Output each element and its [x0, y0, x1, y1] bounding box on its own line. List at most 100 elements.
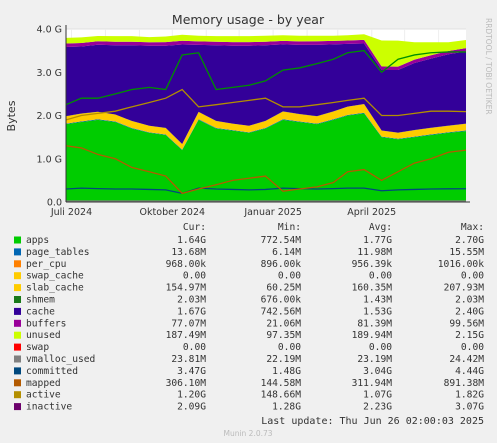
x-tick-label: Oktober 2024 — [140, 207, 206, 218]
stacked-areas — [66, 34, 466, 202]
legend-value-min: 22.19M — [266, 354, 301, 365]
x-tick-label: Juli 2024 — [50, 207, 92, 218]
legend-value-min: 97.35M — [266, 330, 301, 341]
legend-value-max: 1.82G — [455, 390, 484, 401]
legend-value-min: 0.00 — [278, 342, 301, 353]
legend-name: page_tables — [26, 247, 90, 258]
legend-value-min: 148.66M — [261, 390, 302, 401]
legend-swatch — [14, 355, 21, 363]
legend-value-avg: 1.43M — [363, 295, 392, 306]
legend-value-max: 0.00 — [461, 271, 484, 282]
axes: 0.0 1.0 G 2.0 G 3.0 G 4.0 G Juli 2024 Oktober … — [37, 25, 470, 218]
legend-swatch — [14, 403, 21, 411]
legend-value-max: 99.56M — [449, 318, 484, 329]
legend-value-cur: 0.00 — [183, 271, 206, 282]
y-tick-label: 4.0 G — [37, 25, 63, 36]
legend-value-avg: 11.98M — [357, 247, 392, 258]
legend-value-avg: 160.35M — [352, 283, 393, 294]
legend-value-min: 1.48G — [272, 366, 301, 377]
legend-value-cur: 13.68M — [171, 247, 206, 258]
area-buffers — [66, 39, 466, 70]
line-active — [65, 145, 467, 195]
legend-value-avg: 1.77G — [363, 235, 392, 246]
legend-name: apps — [26, 235, 49, 246]
legend-value-max: 24.42M — [449, 354, 484, 365]
legend-value-min: 144.58M — [261, 378, 302, 389]
legend-header-max: Max: — [461, 222, 484, 233]
legend-name: shmem — [26, 295, 55, 306]
legend: Cur: Min: Avg: Max: apps 1.64G 772.54M 1.77G 2.7… — [14, 222, 484, 413]
legend-value-min: 676.00k — [261, 295, 302, 306]
legend-value-avg: 0.00 — [369, 342, 392, 353]
line-mapped — [65, 187, 467, 195]
legend-swatch — [14, 236, 21, 244]
area-apps — [66, 113, 466, 202]
legend-value-max: 2.03M — [455, 295, 484, 306]
legend-value-avg: 1.53G — [363, 306, 392, 317]
legend-value-max: 1016.00k — [438, 259, 484, 270]
legend-value-cur: 1.64G — [177, 235, 206, 246]
legend-value-max: 891.38M — [444, 378, 485, 389]
legend-value-max: 2.40G — [455, 306, 484, 317]
legend-value-min: 1.28G — [272, 402, 301, 413]
legend-swatch — [14, 379, 21, 387]
y-axis-label: Bytes — [5, 100, 18, 131]
legend-value-min: 742.56M — [261, 306, 302, 317]
legend-value-max: 207.93M — [444, 283, 485, 294]
legend-name: swap — [26, 342, 49, 353]
legend-swatch — [14, 319, 21, 327]
legend-swatch — [14, 391, 21, 399]
legend-name: slab_cache — [26, 283, 84, 294]
legend-value-max: 4.44G — [455, 366, 484, 377]
legend-swatch — [14, 284, 21, 292]
y-tick-label: 3.0 G — [37, 68, 63, 79]
legend-value-cur: 1.67G — [177, 306, 206, 317]
legend-value-min: 60.25M — [266, 283, 301, 294]
legend-name: buffers — [26, 318, 66, 329]
y-tick-label: 1.0 G — [37, 154, 63, 165]
area-cache — [66, 43, 466, 144]
last-update-text: Last update: Thu Jun 26 02:00:03 2025 — [261, 416, 484, 427]
rrdtool-credit: RRDTOOL / TOBI OETIKER — [484, 18, 493, 115]
y-tick-label: 2.0 G — [37, 111, 63, 122]
munin-version-footer: Munin 2.0.73 — [223, 429, 272, 438]
legend-swatch — [14, 331, 21, 339]
legend-value-min: 6.14M — [272, 247, 301, 258]
legend-swatch — [14, 248, 21, 256]
legend-value-avg: 2.23G — [363, 402, 392, 413]
legend-header-min: Min: — [278, 222, 301, 233]
legend-name: swap_cache — [26, 271, 84, 282]
legend-value-cur: 23.81M — [171, 354, 206, 365]
legend-value-avg: 81.39M — [357, 318, 392, 329]
area-unused — [66, 34, 466, 67]
legend-value-cur: 3.47G — [177, 366, 206, 377]
legend-name: active — [26, 390, 61, 401]
chart-title: Memory usage - by year — [172, 12, 325, 27]
legend-swatch — [14, 367, 21, 375]
legend-value-cur: 968.00k — [166, 259, 207, 270]
legend-value-avg: 189.94M — [352, 330, 393, 341]
legend-value-cur: 77.07M — [171, 318, 206, 329]
legend-value-min: 21.06M — [266, 318, 301, 329]
line-committed — [65, 49, 466, 106]
x-tick-label: Januar 2025 — [243, 207, 302, 218]
legend-name: vmalloc_used — [26, 354, 95, 365]
y-tick-label: 0.0 — [47, 198, 62, 209]
legend-swatch — [14, 272, 21, 280]
legend-swatch — [14, 343, 21, 351]
legend-value-max: 2.70G — [455, 235, 484, 246]
legend-value-cur: 0.00 — [183, 342, 206, 353]
legend-value-cur: 2.03M — [177, 295, 206, 306]
legend-value-max: 2.15G — [455, 330, 484, 341]
legend-swatch — [14, 260, 21, 268]
legend-header-cur: Cur: — [183, 222, 206, 233]
legend-name: committed — [26, 366, 78, 377]
legend-name: mapped — [26, 378, 61, 389]
legend-value-max: 3.07G — [455, 402, 484, 413]
legend-swatch — [14, 296, 21, 303]
legend-swatch — [14, 307, 21, 315]
legend-value-cur: 154.97M — [166, 283, 207, 294]
line-inactive — [65, 88, 467, 121]
area-slab-cache — [66, 104, 466, 150]
